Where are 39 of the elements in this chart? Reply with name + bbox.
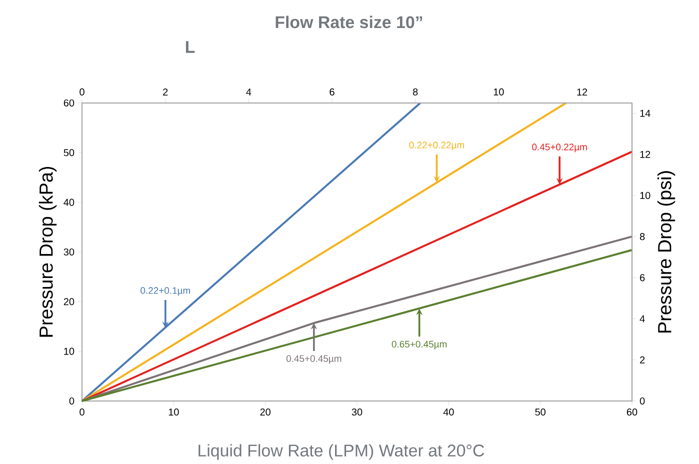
annotation: 0.65+0.45µm xyxy=(392,340,447,350)
x2-tick-label: 6 xyxy=(330,88,334,96)
x2-tick-label: 2 xyxy=(163,88,168,96)
annotation: 0.45+0.22µm xyxy=(532,144,587,152)
y-tick-label: 60 xyxy=(64,99,74,107)
y2-tick-label: 6 xyxy=(640,274,645,282)
chart-subtitle: L xyxy=(186,41,195,53)
y2-tick-label: 12 xyxy=(640,150,650,158)
x-tick-label: 50 xyxy=(535,408,546,416)
y-tick-label: 50 xyxy=(64,149,74,156)
x-tick-label: 20 xyxy=(260,408,270,416)
y2-tick-label: 8 xyxy=(640,233,645,240)
x2-tick-label: 10 xyxy=(494,88,504,96)
x2-tick-label: 0 xyxy=(80,88,84,96)
x2-tick-label: 12 xyxy=(577,88,588,96)
y-tick-label: 30 xyxy=(64,248,74,256)
y-axis-title: Pressure Drop (kPa) xyxy=(38,166,57,337)
y-tick-label: 0 xyxy=(69,397,74,405)
x2-tick-label: 4 xyxy=(246,88,252,96)
x-tick-label: 10 xyxy=(168,408,179,416)
y-tick-label: 40 xyxy=(64,198,74,206)
y-tick-label: 20 xyxy=(64,298,74,306)
annotation: 0.22+0.22µm xyxy=(409,142,464,150)
chart-title: Flow Rate size 10” xyxy=(276,16,422,28)
annotation: 0.45+0.45µm xyxy=(286,355,342,364)
x-tick-label: 40 xyxy=(443,408,454,416)
x2-tick-label: 8 xyxy=(413,88,418,96)
x-axis-title: Liquid Flow Rate (LPM) Water at 20°C xyxy=(198,444,484,460)
x-tick-label: 0 xyxy=(80,408,84,416)
x-tick-label: 60 xyxy=(626,408,638,416)
y2-tick-label: 14 xyxy=(640,110,650,117)
y2-tick-label: 2 xyxy=(640,356,645,364)
y2-tick-label: 0 xyxy=(640,397,645,405)
annotation: 0.22+0.1µm xyxy=(140,287,190,296)
y-tick-label: 10 xyxy=(64,348,74,355)
y2-tick-label: 4 xyxy=(640,315,645,322)
x-tick-label: 30 xyxy=(352,408,362,416)
y2-axis-title: Pressure Drop (psi) xyxy=(657,171,676,332)
y2-tick-label: 10 xyxy=(640,192,650,199)
